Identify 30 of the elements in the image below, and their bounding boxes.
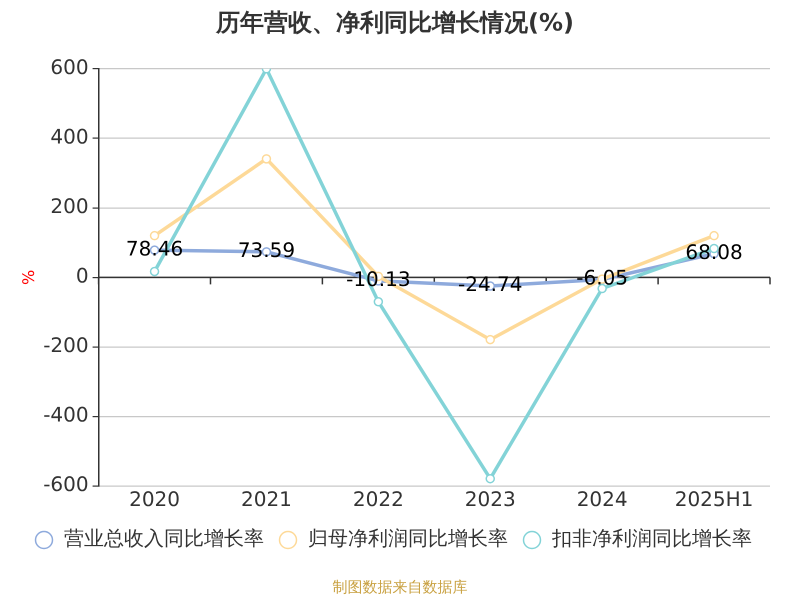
legend-label: 归母净利润同比增长率 <box>308 526 508 550</box>
data-label: 73.59 <box>238 238 296 262</box>
legend-label: 扣非净利润同比增长率 <box>551 526 752 550</box>
y-tick-label: 200 <box>50 194 89 218</box>
text: 制图数据来自数据库 <box>332 578 468 597</box>
point <box>150 230 160 240</box>
data-label: 78.46 <box>126 236 184 260</box>
y-tick-label: -200 <box>43 333 89 358</box>
point <box>150 266 160 276</box>
y-tick-label: 0 <box>76 264 89 288</box>
y-tick-label: 600 <box>50 55 89 80</box>
x-tick-label: 2024 <box>576 487 628 512</box>
x-tick-label: 2020 <box>129 487 180 512</box>
y-tick-label: 400 <box>50 124 89 149</box>
y-tick-label: -600 <box>43 472 89 496</box>
y-axis-title: % <box>18 270 38 285</box>
data-label: 68.08 <box>685 240 743 264</box>
point <box>374 296 384 306</box>
point <box>485 474 495 484</box>
x-tick-label: 2022 <box>352 487 404 512</box>
legend-label: 营业总收入同比增长率 <box>64 526 264 550</box>
x-tick-label: 2021 <box>240 487 292 512</box>
y-tick-label: -400 <box>43 402 89 427</box>
x-tick-label: 2025H1 <box>674 487 754 512</box>
point <box>709 230 719 240</box>
data-label: -24.74 <box>458 272 522 296</box>
chart-title: 历年营收、净利同比增长情况(%) <box>215 8 574 37</box>
point <box>485 334 495 344</box>
point <box>262 154 272 164</box>
x-tick-label: 2023 <box>464 487 516 512</box>
